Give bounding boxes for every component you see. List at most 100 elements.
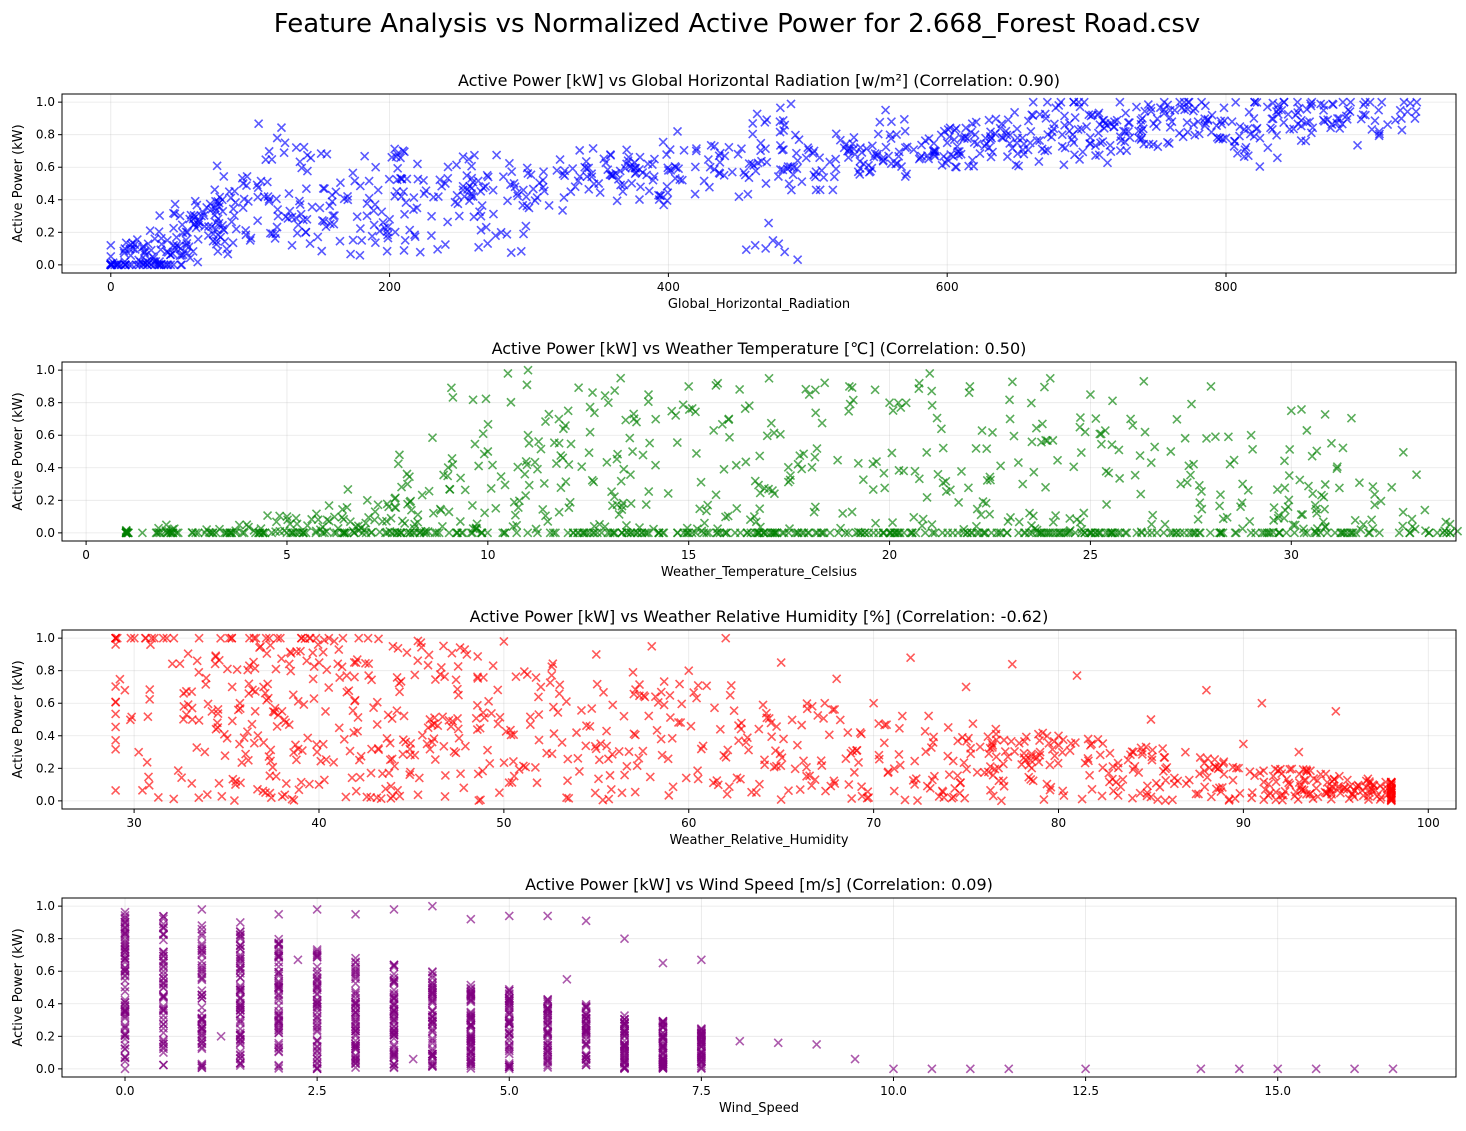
data-point	[1186, 399, 1197, 409]
subplot-3: 30 40 50 60 70 80 90 1000.00.20.40.60.81.0Activ…	[11, 607, 1457, 848]
data-point	[1194, 480, 1204, 490]
data-point	[1225, 459, 1235, 469]
data-point	[213, 704, 223, 715]
data-point	[831, 164, 841, 174]
data-point	[1199, 758, 1209, 768]
data-point	[443, 173, 453, 183]
data-point	[893, 398, 903, 408]
data-point	[324, 633, 334, 643]
data-point	[581, 1026, 591, 1036]
data-point	[929, 147, 939, 157]
data-point	[643, 389, 654, 400]
data-point	[1269, 502, 1279, 513]
data-point	[971, 521, 981, 531]
data-point	[1243, 151, 1253, 161]
data-point	[929, 771, 940, 781]
data-point	[581, 1038, 591, 1048]
data-point	[119, 248, 129, 258]
data-point	[976, 510, 986, 520]
data-point	[111, 633, 121, 643]
data-point	[629, 729, 639, 739]
data-point	[386, 513, 396, 523]
data-point	[1238, 739, 1248, 749]
data-point	[547, 749, 557, 759]
data-point	[1093, 110, 1103, 120]
data-point	[418, 175, 429, 185]
data-point	[364, 671, 374, 681]
data-point	[687, 403, 697, 414]
data-point	[177, 220, 187, 230]
data-point	[473, 176, 483, 186]
data-point	[991, 752, 1001, 762]
data-point	[319, 528, 330, 538]
data-point	[1136, 119, 1146, 129]
data-point	[491, 503, 501, 513]
data-point	[1218, 528, 1228, 538]
data-point	[676, 718, 686, 728]
data-point	[253, 731, 263, 741]
data-point	[504, 996, 514, 1006]
data-point	[156, 245, 166, 255]
data-point	[1176, 479, 1186, 489]
data-point	[1152, 114, 1162, 124]
data-point	[169, 794, 179, 804]
data-point	[1302, 528, 1312, 538]
y-axis-label: Active Power (kW)	[11, 660, 26, 778]
data-point	[735, 384, 745, 394]
data-point	[696, 1049, 706, 1060]
data-point	[134, 747, 144, 757]
data-point	[1420, 526, 1431, 536]
data-point	[120, 1040, 130, 1050]
data-point	[373, 185, 383, 195]
data-point	[1069, 462, 1079, 472]
data-point	[523, 528, 533, 538]
data-point	[1284, 778, 1294, 788]
data-point	[443, 217, 453, 227]
data-point	[643, 159, 653, 169]
data-point	[427, 1061, 437, 1071]
data-point	[733, 149, 743, 159]
data-point	[462, 649, 472, 659]
data-point	[690, 189, 700, 199]
data-point	[1174, 128, 1184, 138]
data-point	[158, 992, 169, 1002]
data-point	[453, 661, 463, 672]
data-point	[181, 235, 191, 245]
data-point	[807, 462, 817, 472]
data-point	[322, 665, 332, 675]
data-point	[509, 771, 519, 781]
data-point	[1097, 791, 1107, 801]
data-point	[522, 460, 532, 470]
data-point	[235, 1028, 245, 1038]
data-point	[293, 527, 303, 537]
data-point	[106, 251, 116, 261]
data-point	[396, 482, 407, 492]
data-point	[1197, 97, 1207, 107]
data-point	[1250, 97, 1260, 107]
data-point	[153, 792, 163, 802]
data-point	[410, 670, 420, 680]
data-point	[642, 170, 652, 180]
data-point	[619, 1057, 630, 1067]
data-point	[684, 381, 694, 391]
data-point	[271, 664, 281, 674]
data-point	[427, 901, 437, 911]
data-point	[181, 686, 191, 696]
data-point	[1004, 395, 1015, 405]
data-point	[387, 152, 397, 162]
data-point	[857, 147, 867, 158]
data-point	[335, 672, 345, 683]
data-point	[1028, 97, 1038, 107]
data-point	[914, 384, 924, 394]
data-point	[454, 733, 464, 743]
data-point	[643, 397, 653, 407]
data-point	[629, 409, 639, 419]
data-point	[706, 140, 716, 150]
data-point	[1159, 105, 1169, 115]
data-point	[996, 528, 1006, 538]
data-point	[392, 528, 402, 538]
data-point	[982, 139, 992, 149]
data-point	[302, 166, 312, 176]
data-point	[1367, 124, 1377, 134]
data-point	[696, 1048, 706, 1058]
